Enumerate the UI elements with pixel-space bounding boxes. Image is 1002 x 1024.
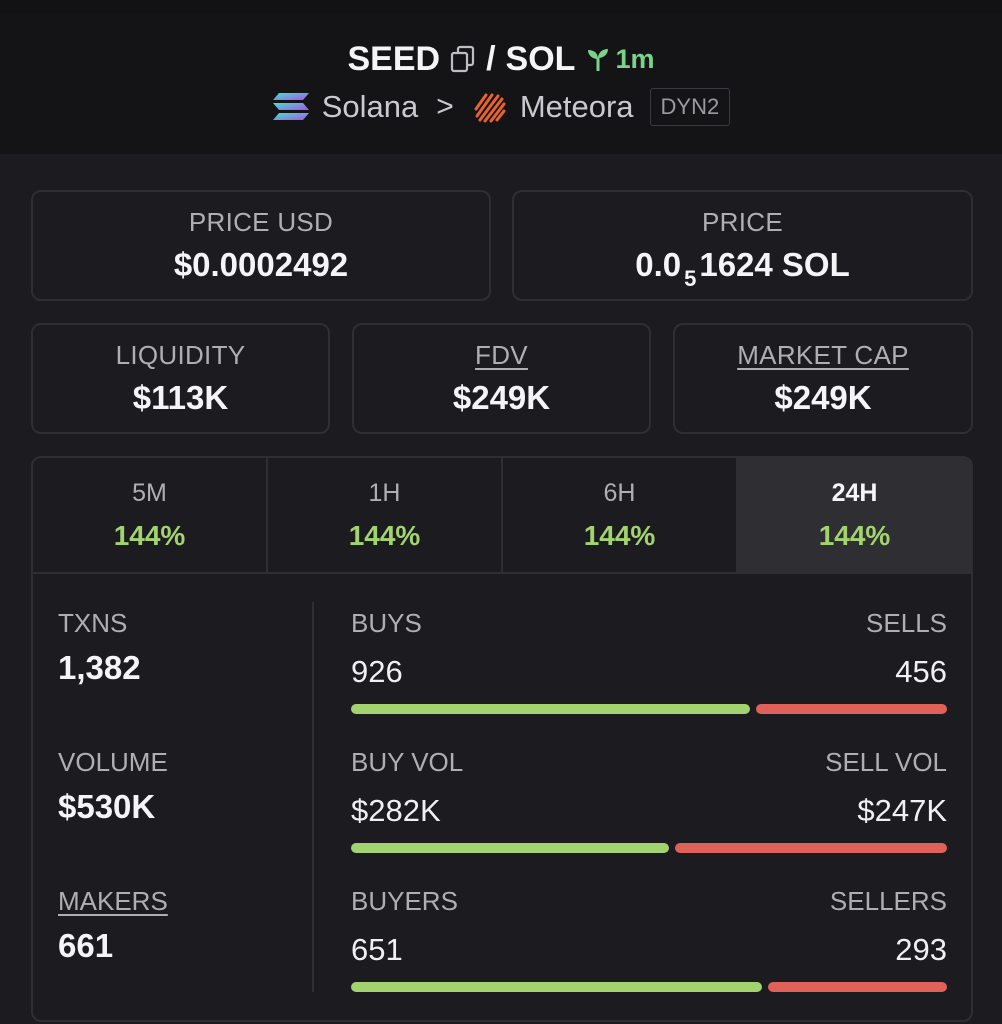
liquidity-value: $113K — [132, 379, 229, 416]
sell-vol-label: SELL VOL — [825, 747, 947, 777]
timeframe-tabs: 5M 144% 1H 144% 6H 144% 24H 144% — [33, 458, 971, 574]
volume-bar — [351, 843, 947, 853]
market-cap-card: MARKET CAP $249K — [673, 323, 973, 434]
sell-vol-value: $247K — [857, 793, 947, 828]
tab-24h[interactable]: 24H 144% — [738, 458, 971, 572]
sellers-label: SELLERS — [829, 886, 947, 916]
tab-label: 6H — [603, 478, 636, 507]
sells-value: 456 — [895, 654, 947, 689]
sellers-value: 293 — [895, 932, 947, 967]
pair-separator: / — [486, 39, 496, 78]
top-strip — [0, 0, 1002, 14]
buys-value: 926 — [351, 654, 403, 689]
dex-name[interactable]: Meteora — [519, 89, 634, 124]
volume-label: VOLUME — [58, 747, 168, 777]
sells-label: SELLS — [866, 608, 947, 638]
pair-age-value: 1m — [615, 43, 655, 74]
buy-bar-segment — [351, 982, 763, 992]
txns-value: 1,382 — [58, 649, 141, 686]
fdv-label[interactable]: FDV — [475, 340, 528, 370]
tab-change-value: 144% — [113, 519, 186, 551]
meteora-icon — [474, 93, 506, 123]
price-usd-label: PRICE USD — [188, 207, 334, 237]
liquidity-label: LIQUIDITY — [115, 340, 246, 370]
pair-header: SEED / SOL 1m So — [0, 14, 1002, 154]
volume-value: $530K — [58, 788, 156, 825]
pair-title-row: SEED / SOL 1m — [0, 34, 1002, 84]
price-native-prefix: 0.0 — [635, 246, 682, 283]
chain-dex-row: Solana > Meteora DYN2 — [0, 84, 1002, 130]
fdv-value: $249K — [452, 379, 551, 416]
pair-age: 1m — [585, 44, 654, 75]
volume-ratio: BUY VOL SELL VOL $282K $247K — [351, 747, 947, 857]
volume-stat: VOLUME $530K — [58, 747, 168, 826]
price-native-label: PRICE — [702, 207, 783, 237]
solana-icon — [272, 93, 309, 120]
tab-change-value: 144% — [818, 519, 891, 551]
price-native-zeros: 5 — [684, 266, 697, 291]
tab-label: 1H — [368, 478, 401, 507]
market-cap-label[interactable]: MARKET CAP — [737, 340, 909, 370]
base-symbol: SEED — [347, 39, 441, 78]
buyers-label: BUYERS — [351, 886, 458, 916]
makers-label[interactable]: MAKERS — [58, 886, 168, 916]
market-cap-value: $249K — [774, 379, 872, 416]
sell-bar-segment — [756, 704, 947, 714]
price-native-suffix: 1624 SOL — [699, 246, 850, 283]
buy-bar-segment — [351, 843, 669, 853]
fdv-card: FDV $249K — [352, 323, 651, 434]
price-native-value: 0.0 51624 SOL — [635, 246, 850, 291]
chevron-right-icon: > — [436, 90, 454, 123]
makers-ratio: BUYERS SELLERS 651 293 — [351, 886, 947, 996]
tab-change-value: 144% — [348, 519, 421, 551]
tab-label: 24H — [831, 478, 878, 507]
makers-stat: MAKERS 661 — [58, 886, 168, 965]
tab-change-value: 144% — [583, 519, 656, 551]
tab-5m[interactable]: 5M 144% — [33, 458, 268, 572]
price-usd-card: PRICE USD $0.0002492 — [31, 190, 491, 301]
column-divider — [312, 602, 314, 992]
stats-panel: 5M 144% 1H 144% 6H 144% 24H 144% TXNS 1,… — [31, 456, 973, 1022]
liquidity-card: LIQUIDITY $113K — [31, 323, 330, 434]
buy-vol-value: $282K — [351, 793, 441, 828]
buys-sells-bar — [351, 704, 947, 714]
buyers-value: 651 — [351, 932, 403, 967]
sprout-icon — [588, 49, 609, 71]
txns-stat: TXNS 1,382 — [58, 608, 141, 687]
tab-6h[interactable]: 6H 144% — [503, 458, 738, 572]
makers-value: 661 — [58, 927, 114, 964]
txns-label: TXNS — [58, 608, 128, 638]
buys-label: BUYS — [351, 608, 422, 638]
dex-version-badge: DYN2 — [649, 88, 731, 126]
makers-bar — [351, 982, 947, 992]
copy-icon[interactable] — [450, 45, 476, 73]
sell-bar-segment — [768, 982, 947, 992]
price-usd-value: $0.0002492 — [173, 246, 349, 283]
tab-label: 5M — [132, 478, 167, 507]
buy-vol-label: BUY VOL — [351, 747, 464, 777]
quote-symbol: SOL — [505, 39, 576, 78]
price-native-card: PRICE 0.0 51624 SOL — [512, 190, 973, 301]
buy-bar-segment — [351, 704, 751, 714]
chain-name[interactable]: Solana — [321, 89, 419, 124]
sell-bar-segment — [674, 843, 947, 853]
tab-1h[interactable]: 1H 144% — [268, 458, 503, 572]
buys-sells-ratio: BUYS SELLS 926 456 — [351, 608, 947, 718]
